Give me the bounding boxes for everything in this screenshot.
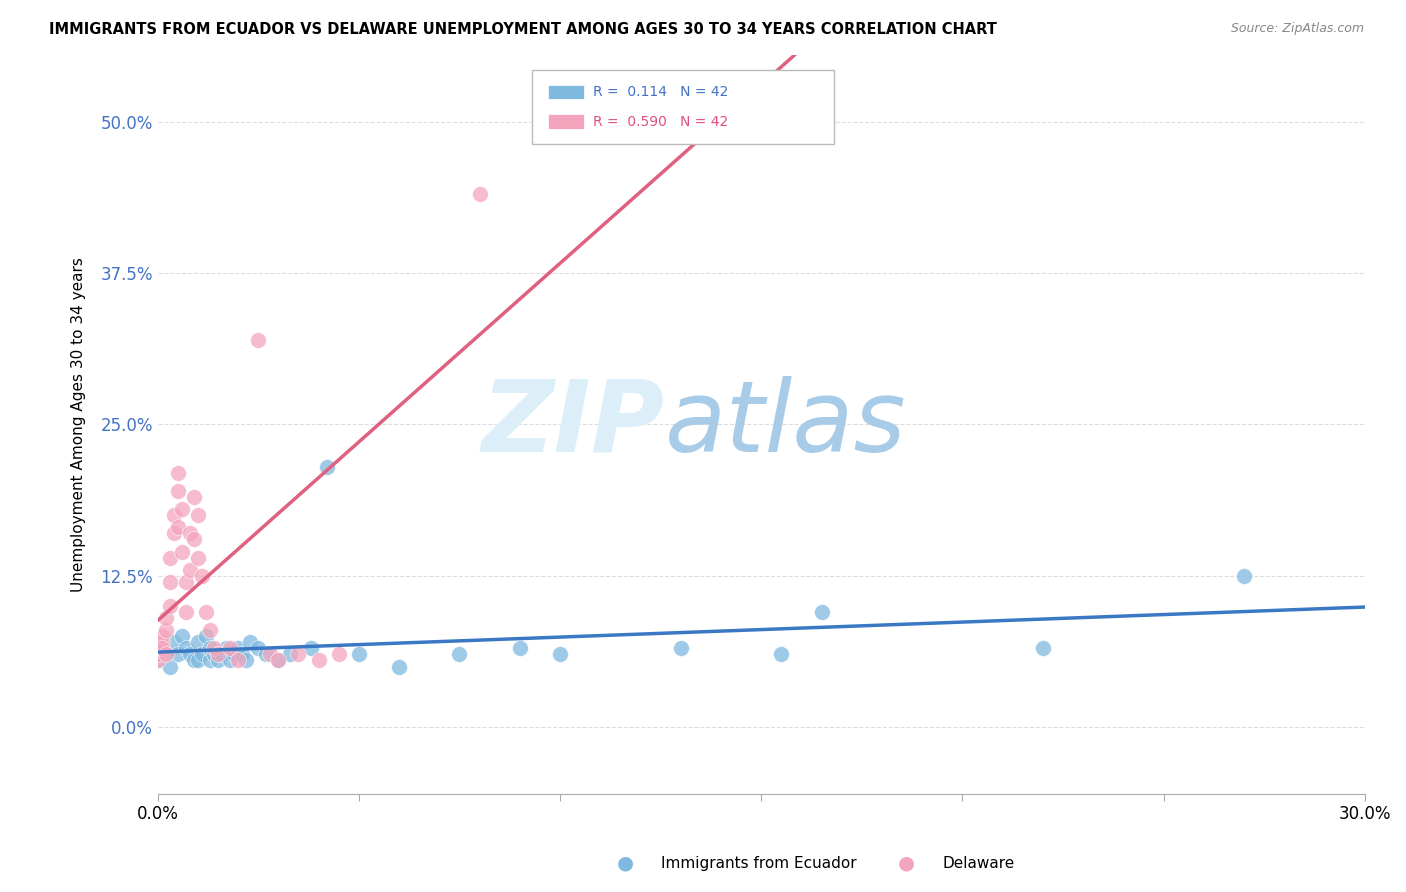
Point	[166, 483, 188, 498]
Point	[155, 648, 177, 662]
Point	[328, 648, 350, 662]
Point	[219, 641, 242, 656]
Point	[166, 520, 188, 534]
Point	[388, 659, 411, 673]
Point	[187, 635, 209, 649]
Point	[226, 641, 249, 656]
Point	[179, 648, 201, 662]
Point	[315, 459, 337, 474]
Point	[146, 641, 169, 656]
Point	[150, 629, 173, 643]
Point	[183, 653, 205, 667]
Point	[239, 635, 262, 649]
Point	[187, 653, 209, 667]
Point	[194, 629, 217, 643]
Text: atlas: atlas	[665, 376, 907, 473]
Point	[254, 648, 277, 662]
Bar	[547, 114, 583, 129]
Point	[548, 648, 571, 662]
Point	[163, 526, 186, 541]
Point	[207, 648, 229, 662]
Point	[150, 641, 173, 656]
Text: Immigrants from Ecuador: Immigrants from Ecuador	[661, 856, 856, 871]
Point	[215, 641, 238, 656]
Point	[163, 635, 186, 649]
Point	[183, 533, 205, 547]
Point	[207, 653, 229, 667]
Point	[198, 641, 221, 656]
Point	[280, 648, 302, 662]
Point	[259, 648, 281, 662]
Point	[170, 544, 193, 558]
Point	[155, 624, 177, 638]
Point	[191, 568, 214, 582]
Text: Source: ZipAtlas.com: Source: ZipAtlas.com	[1230, 22, 1364, 36]
Point	[202, 648, 225, 662]
Point	[267, 653, 290, 667]
Point	[150, 635, 173, 649]
Point	[187, 508, 209, 523]
Point	[166, 648, 188, 662]
Point	[235, 653, 257, 667]
Point	[449, 648, 471, 662]
Point	[163, 508, 186, 523]
Point	[202, 641, 225, 656]
Point	[247, 333, 270, 347]
Point	[347, 648, 370, 662]
Point	[159, 659, 181, 673]
Point	[529, 114, 551, 128]
Point	[299, 641, 322, 656]
Text: ZIP: ZIP	[482, 376, 665, 473]
Point	[198, 624, 221, 638]
Text: R =  0.590   N = 42: R = 0.590 N = 42	[593, 114, 728, 128]
Y-axis label: Unemployment Among Ages 30 to 34 years: Unemployment Among Ages 30 to 34 years	[72, 257, 86, 592]
Bar	[547, 85, 583, 99]
Point	[198, 653, 221, 667]
Text: Delaware: Delaware	[942, 856, 1014, 871]
Point	[146, 653, 169, 667]
Text: ●: ●	[898, 854, 915, 873]
Point	[770, 648, 793, 662]
Point	[174, 641, 197, 656]
Point	[179, 563, 201, 577]
FancyBboxPatch shape	[531, 70, 834, 144]
Point	[231, 648, 253, 662]
Point	[1032, 641, 1054, 656]
Point	[191, 648, 214, 662]
Point	[219, 653, 242, 667]
Point	[810, 605, 832, 619]
Point	[222, 648, 245, 662]
Point	[174, 605, 197, 619]
Point	[187, 550, 209, 565]
Point	[146, 641, 169, 656]
Point	[669, 641, 692, 656]
Text: R =  0.114   N = 42: R = 0.114 N = 42	[593, 85, 728, 99]
Point	[146, 648, 169, 662]
Point	[155, 611, 177, 625]
Point	[211, 648, 233, 662]
Point	[267, 653, 290, 667]
Text: ●: ●	[617, 854, 634, 873]
Point	[159, 599, 181, 613]
Point	[159, 550, 181, 565]
Point	[226, 653, 249, 667]
Point	[174, 574, 197, 589]
Point	[1233, 568, 1256, 582]
Point	[146, 653, 169, 667]
Point	[247, 641, 270, 656]
Point	[179, 526, 201, 541]
Point	[183, 490, 205, 504]
Point	[166, 466, 188, 480]
Point	[308, 653, 330, 667]
Point	[159, 574, 181, 589]
Point	[170, 502, 193, 516]
Point	[509, 641, 531, 656]
Point	[194, 605, 217, 619]
Point	[170, 629, 193, 643]
Point	[155, 648, 177, 662]
Point	[287, 648, 309, 662]
Text: IMMIGRANTS FROM ECUADOR VS DELAWARE UNEMPLOYMENT AMONG AGES 30 TO 34 YEARS CORRE: IMMIGRANTS FROM ECUADOR VS DELAWARE UNEM…	[49, 22, 997, 37]
Point	[468, 187, 491, 202]
